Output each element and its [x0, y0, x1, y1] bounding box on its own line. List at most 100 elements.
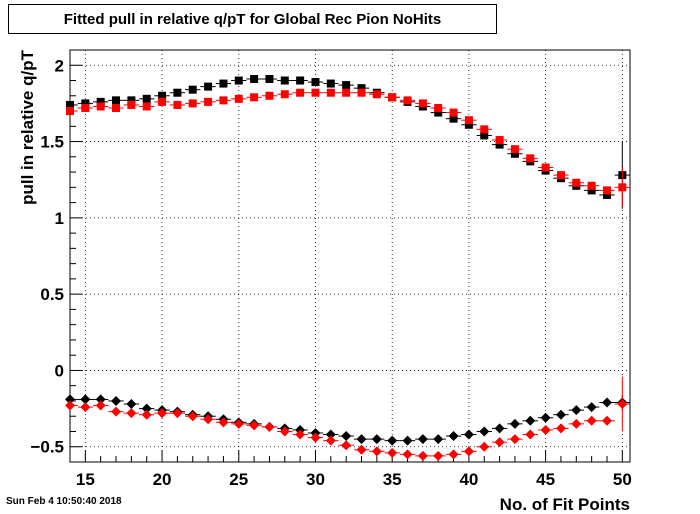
data-point: [479, 441, 490, 452]
data-point: [65, 400, 75, 411]
data-point: [112, 96, 121, 105]
data-point: [311, 88, 320, 97]
data-point: [342, 88, 351, 97]
data-point: [356, 434, 367, 445]
data-point: [571, 405, 582, 416]
y-tick-label: 2: [55, 56, 64, 75]
data-point: [203, 414, 214, 425]
data-point: [525, 429, 536, 440]
data-point: [448, 449, 459, 460]
data-point: [126, 408, 137, 419]
data-point: [204, 82, 213, 91]
data-point: [540, 412, 551, 423]
data-point: [234, 94, 243, 103]
data-point: [233, 418, 244, 429]
data-point: [158, 97, 167, 106]
data-point: [356, 444, 367, 455]
data-point: [95, 400, 106, 411]
x-tick-label: 15: [76, 470, 95, 489]
data-point: [463, 446, 474, 457]
data-point: [601, 397, 612, 408]
data-point: [388, 93, 397, 102]
data-point: [555, 423, 566, 434]
data-point: [219, 79, 228, 88]
data-point: [310, 432, 321, 443]
data-point: [296, 88, 305, 97]
data-point: [509, 434, 520, 445]
x-tick-label: 20: [153, 470, 172, 489]
data-point: [141, 409, 152, 420]
data-point: [480, 131, 489, 140]
data-point: [188, 99, 197, 108]
data-point: [265, 91, 274, 100]
data-point: [219, 96, 228, 105]
data-point: [279, 426, 290, 437]
data-point: [341, 431, 352, 442]
data-point: [96, 97, 105, 106]
data-point: [463, 429, 474, 440]
data-point: [295, 429, 306, 440]
data-point: [250, 74, 259, 83]
data-point: [66, 100, 74, 109]
data-point: [127, 96, 136, 105]
data-point: [372, 90, 381, 99]
data-point: [433, 450, 444, 461]
data-point: [387, 435, 398, 446]
x-tick-label: 50: [613, 470, 632, 489]
data-point: [218, 417, 229, 428]
data-point: [158, 91, 167, 100]
data-point: [587, 181, 596, 190]
x-tick-label: 30: [306, 470, 325, 489]
data-point: [296, 76, 305, 85]
data-point: [617, 399, 628, 410]
data-point: [112, 103, 121, 112]
y-tick-label: 1.5: [40, 133, 64, 152]
data-point: [555, 409, 566, 420]
data-point: [417, 450, 428, 461]
data-point: [280, 90, 289, 99]
data-point: [111, 395, 122, 406]
x-axis-label: No. of Fit Points: [500, 495, 630, 514]
data-point: [464, 116, 473, 125]
x-tick-label: 25: [229, 470, 248, 489]
data-point: [479, 426, 490, 437]
data-point: [187, 411, 198, 422]
data-point: [494, 437, 505, 448]
data-point: [326, 79, 335, 88]
data-point: [65, 394, 75, 405]
y-tick-label: 0.5: [40, 285, 64, 304]
data-point: [495, 136, 504, 145]
data-point: [66, 107, 74, 116]
data-point: [264, 421, 275, 432]
timestamp: Sun Feb 4 10:50:40 2018: [6, 496, 122, 507]
data-point: [234, 76, 243, 85]
data-point: [325, 435, 336, 446]
data-point: [357, 84, 366, 93]
data-point: [249, 420, 260, 431]
data-point: [81, 103, 90, 112]
data-point: [402, 449, 413, 460]
data-point: [417, 434, 428, 445]
x-tick-label: 40: [459, 470, 478, 489]
plot-frame: [69, 49, 631, 463]
data-point: [173, 88, 182, 97]
data-point: [403, 96, 412, 105]
data-point: [96, 102, 105, 111]
data-point: [265, 74, 274, 83]
data-point: [509, 418, 520, 429]
data-point: [540, 424, 551, 435]
data-point: [81, 99, 90, 108]
data-point: [325, 429, 336, 440]
data-point: [357, 88, 366, 97]
data-point: [572, 178, 581, 187]
chart-title: Fitted pull in relative q/pT for Global …: [8, 4, 497, 34]
y-tick-label: 1: [55, 209, 64, 228]
data-point: [142, 102, 151, 111]
data-point: [434, 108, 443, 117]
data-point: [418, 99, 427, 108]
data-point: [586, 402, 597, 413]
data-point: [204, 97, 213, 106]
data-point: [126, 399, 137, 410]
data-point: [402, 435, 413, 446]
